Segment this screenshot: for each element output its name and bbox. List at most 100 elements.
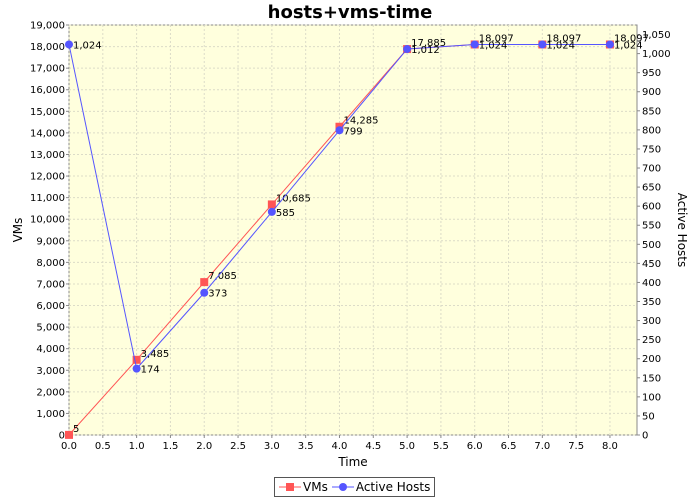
- data-point-active-hosts: [605, 40, 614, 49]
- y-left-tick-label: 14,000: [30, 128, 65, 139]
- data-point-active-hosts: [335, 126, 344, 135]
- y-right-tick-label: 200: [642, 354, 661, 365]
- y-right-tick-label: 600: [642, 202, 661, 213]
- x-tick-label: 5.5: [433, 441, 449, 452]
- y-left-tick-label: 3,000: [36, 366, 65, 377]
- data-label-active-hosts: 1,024: [546, 40, 575, 51]
- y-left-tick-label: 8,000: [36, 258, 65, 269]
- data-label-active-hosts: 1,012: [411, 45, 440, 56]
- data-label-vms: 17,885: [411, 38, 446, 49]
- data-label-active-hosts: 799: [343, 126, 362, 137]
- data-label-vms: 18,097: [614, 33, 649, 44]
- y-right-tick-label: 900: [642, 87, 661, 98]
- y-right-tick-label: 500: [642, 240, 661, 251]
- legend-swatch-active-hosts-icon: [331, 483, 354, 491]
- x-tick-label: 5.0: [399, 441, 415, 452]
- y-axis-right-ticks: 0 50 100 150 200 250 300 350 400 450 500 550 600 650 7…: [637, 30, 671, 442]
- x-tick-label: 4.5: [365, 441, 381, 452]
- x-tick-label: 3.0: [264, 441, 280, 452]
- x-tick-label: 6.5: [501, 441, 517, 452]
- y-right-tick-label: 700: [642, 164, 661, 175]
- data-label-vms: 10,685: [276, 193, 311, 204]
- y-left-tick-label: 4,000: [36, 344, 65, 355]
- data-point-vms: [200, 278, 209, 287]
- x-tick-label: 0.0: [61, 441, 77, 452]
- legend-label-active-hosts: Active Hosts: [355, 480, 431, 494]
- data-label-vms: 18,097: [479, 33, 514, 44]
- chart-title: hosts+vms-time: [267, 2, 433, 23]
- x-tick-label: 0.5: [95, 441, 111, 452]
- y-left-tick-label: 10,000: [30, 215, 65, 226]
- x-tick-label: 6.0: [467, 441, 483, 452]
- x-tick-label: 1.0: [129, 441, 145, 452]
- x-tick-label: 4.0: [332, 441, 348, 452]
- y-left-tick-label: 11,000: [30, 193, 65, 204]
- legend-item-vms: VMs: [279, 480, 328, 494]
- y-right-tick-label: 950: [642, 68, 661, 79]
- x-axis-ticks: 0.0 0.5 1.0 1.5 2.0 2.5 3.0 3.5 4.0 4.5 5.0 5.5 6.0 6…: [61, 435, 618, 452]
- data-label-active-hosts: 373: [208, 289, 227, 300]
- grid-lines: [68, 24, 637, 436]
- data-point-active-hosts: [200, 288, 209, 297]
- y-right-tick-label: 150: [642, 373, 661, 384]
- y-right-tick-label: 0: [642, 431, 648, 442]
- data-label-vms: 7,085: [208, 271, 237, 282]
- data-point-active-hosts: [538, 40, 547, 49]
- y-left-tick-label: 18,000: [30, 42, 65, 53]
- x-tick-label: 3.5: [298, 441, 314, 452]
- data-point-active-hosts: [403, 45, 412, 54]
- y-right-tick-label: 650: [642, 183, 661, 194]
- y-left-tick-label: 1,000: [36, 409, 65, 420]
- y-left-tick-label: 12,000: [30, 172, 65, 183]
- y-axis-left-ticks: 0 1,000 2,000 3,000 4,000 5,000 6,000 7,000 8,00…: [30, 21, 69, 442]
- y-right-tick-label: 350: [642, 297, 661, 308]
- y-right-tick-label: 400: [642, 278, 661, 289]
- y-left-tick-label: 13,000: [30, 150, 65, 161]
- x-tick-label: 2.5: [230, 441, 246, 452]
- data-point-vms: [267, 200, 276, 209]
- y-right-tick-label: 750: [642, 144, 661, 155]
- y-right-tick-label: 50: [642, 411, 655, 422]
- x-tick-label: 8.0: [602, 441, 618, 452]
- legend: VMs Active Hosts: [274, 477, 436, 497]
- data-label-vms: 5: [73, 424, 79, 435]
- y-left-tick-label: 5,000: [36, 323, 65, 334]
- y-left-tick-label: 17,000: [30, 64, 65, 75]
- legend-label-vms: VMs: [303, 480, 328, 494]
- y-axis-left-label: VMs: [11, 218, 25, 243]
- legend-item-active-hosts: Active Hosts: [331, 480, 431, 494]
- x-tick-label: 1.5: [162, 441, 178, 452]
- y-right-tick-label: 100: [642, 392, 661, 403]
- data-label-active-hosts: 1,024: [479, 40, 508, 51]
- data-point-active-hosts: [65, 40, 73, 49]
- y-left-tick-label: 15,000: [30, 107, 65, 118]
- y-left-tick-label: 0: [59, 431, 65, 442]
- data-point-active-hosts: [267, 207, 276, 216]
- y-right-tick-label: 300: [642, 316, 661, 327]
- x-tick-label: 2.0: [196, 441, 212, 452]
- series-layer: 5 3,485 7,085 10,685 14,285 17,885 18,097 18,09…: [65, 33, 649, 439]
- y-left-tick-label: 6,000: [36, 301, 65, 312]
- y-right-tick-label: 850: [642, 106, 661, 117]
- y-left-tick-label: 7,000: [36, 279, 65, 290]
- legend-swatch-vms-icon: [279, 483, 301, 491]
- y-right-tick-label: 800: [642, 125, 661, 136]
- data-label-vms: 14,285: [343, 116, 378, 127]
- y-axis-right-label: Active Hosts: [675, 193, 689, 268]
- y-right-tick-label: 450: [642, 259, 661, 270]
- data-label-active-hosts: 585: [276, 208, 295, 219]
- y-right-tick-label: 1,050: [642, 30, 671, 41]
- data-point-vms: [65, 430, 73, 439]
- y-left-tick-label: 2,000: [36, 387, 65, 398]
- y-left-tick-label: 19,000: [30, 21, 65, 32]
- data-label-vms: 3,485: [141, 349, 170, 360]
- x-tick-label: 7.0: [534, 441, 550, 452]
- x-axis-label: Time: [337, 455, 367, 469]
- data-point-vms: [132, 355, 141, 364]
- y-right-tick-label: 1,000: [642, 49, 671, 60]
- x-tick-label: 7.5: [568, 441, 584, 452]
- y-right-tick-label: 250: [642, 335, 661, 346]
- y-left-tick-label: 16,000: [30, 85, 65, 96]
- data-label-vms: 18,097: [546, 33, 581, 44]
